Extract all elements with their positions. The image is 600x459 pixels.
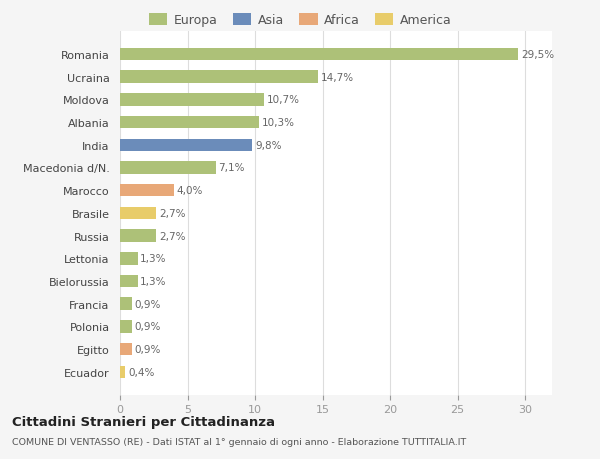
Bar <box>120 94 265 106</box>
Bar <box>120 49 518 61</box>
Text: 0,9%: 0,9% <box>135 322 161 332</box>
Bar <box>120 275 137 288</box>
Bar <box>120 162 216 174</box>
Text: 10,7%: 10,7% <box>267 95 300 105</box>
Text: Cittadini Stranieri per Cittadinanza: Cittadini Stranieri per Cittadinanza <box>12 415 275 428</box>
Text: 14,7%: 14,7% <box>321 73 354 83</box>
Text: 29,5%: 29,5% <box>521 50 554 60</box>
Text: 1,3%: 1,3% <box>140 276 167 286</box>
Bar <box>120 207 157 220</box>
Text: 4,0%: 4,0% <box>176 186 203 196</box>
Bar <box>120 117 259 129</box>
Text: 9,8%: 9,8% <box>255 140 281 151</box>
Text: 1,3%: 1,3% <box>140 254 167 264</box>
Bar <box>120 343 132 356</box>
Text: 7,1%: 7,1% <box>218 163 245 173</box>
Bar <box>120 230 157 242</box>
Text: 2,7%: 2,7% <box>159 231 185 241</box>
Bar <box>120 71 319 84</box>
Text: 2,7%: 2,7% <box>159 208 185 218</box>
Bar <box>120 252 137 265</box>
Text: 10,3%: 10,3% <box>262 118 295 128</box>
Bar <box>120 139 253 151</box>
Text: 0,9%: 0,9% <box>135 299 161 309</box>
Bar <box>120 320 132 333</box>
Bar <box>120 185 174 197</box>
Bar <box>120 298 132 310</box>
Text: COMUNE DI VENTASSO (RE) - Dati ISTAT al 1° gennaio di ogni anno - Elaborazione T: COMUNE DI VENTASSO (RE) - Dati ISTAT al … <box>12 437 466 446</box>
Bar <box>120 366 125 378</box>
Text: 0,4%: 0,4% <box>128 367 154 377</box>
Legend: Europa, Asia, Africa, America: Europa, Asia, Africa, America <box>149 14 451 27</box>
Text: 0,9%: 0,9% <box>135 344 161 354</box>
